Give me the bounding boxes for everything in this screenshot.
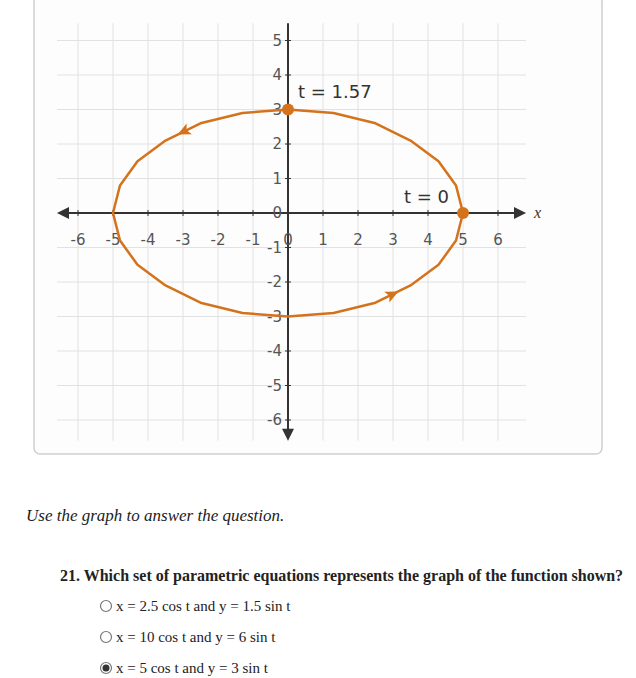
grid-line-y: [57, 75, 526, 76]
grid-line-y: [57, 178, 526, 179]
x-tick-label: -3: [176, 231, 191, 249]
y-tick-label: -5: [267, 377, 282, 395]
y-tick: [285, 385, 291, 386]
y-tick: [285, 420, 291, 421]
y-tick-label: 2: [272, 135, 282, 153]
radio-button[interactable]: [101, 601, 112, 612]
axes: x-6-5-4-3-2-10123456-6-5-4-3-2-1012345: [57, 23, 541, 440]
y-tick-label: -4: [267, 342, 282, 360]
x-tick-label: 3: [388, 231, 398, 249]
x-tick: [148, 210, 149, 216]
grid-line-y: [57, 282, 526, 283]
x-tick: [393, 210, 394, 216]
instruction: Use the graph to answer the question.: [26, 506, 284, 525]
y-tick-label: -2: [267, 273, 282, 291]
y-tick: [285, 213, 291, 214]
annotation-label: t = 1.57: [298, 81, 372, 102]
annotation-label: t = 0: [404, 186, 449, 207]
x-tick: [253, 210, 254, 216]
x-axis-arrow: [514, 207, 526, 219]
radio-selected: [103, 665, 110, 672]
x-axis-label: x: [533, 204, 541, 221]
radio-button[interactable]: [101, 632, 112, 643]
x-axis-line: [65, 212, 518, 214]
option-label[interactable]: x = 5 cos t and y = 3 sin t: [116, 660, 269, 676]
grid-line-y: [57, 385, 526, 386]
annotation-point: [457, 207, 469, 219]
question: 21. Which set of parametric equations re…: [60, 567, 623, 585]
x-tick-label: 0: [283, 231, 293, 249]
graph-card: [34, 0, 602, 454]
grid: [57, 23, 526, 440]
x-tick-label: -1: [246, 231, 261, 249]
x-tick-label: 2: [353, 231, 363, 249]
y-tick-label: 1: [272, 170, 282, 188]
y-tick: [285, 40, 291, 41]
x-tick-label: -4: [141, 231, 156, 249]
y-axis-arrow: [282, 429, 294, 441]
grid-line-y: [57, 144, 526, 145]
x-tick: [358, 210, 359, 216]
grid-line-y: [57, 213, 526, 214]
y-tick-label: 4: [272, 66, 282, 84]
plot-area: [113, 110, 463, 317]
y-tick-label: 5: [272, 32, 282, 50]
x-tick: [218, 210, 219, 216]
y-tick: [285, 144, 291, 145]
x-tick-label: -6: [71, 231, 86, 249]
annotation-point: [282, 104, 294, 116]
x-tick: [323, 210, 324, 216]
y-tick-label: -1: [267, 239, 282, 257]
x-tick-label: -2: [211, 231, 226, 249]
y-tick: [285, 178, 291, 179]
x-tick-label: 1: [318, 231, 328, 249]
x-tick-label: 6: [493, 231, 503, 249]
grid-line-y: [57, 40, 526, 41]
y-tick: [285, 351, 291, 352]
x-tick: [428, 210, 429, 216]
x-tick: [78, 210, 79, 216]
direction-arrow: [175, 123, 192, 140]
y-axis-line: [287, 23, 289, 432]
option-label[interactable]: x = 10 cos t and y = 6 sin t: [116, 629, 276, 645]
radio-button[interactable]: [101, 663, 112, 674]
y-tick: [285, 75, 291, 76]
y-tick-label: 0: [272, 204, 282, 222]
x-tick-label: 4: [423, 231, 433, 249]
y-tick: [285, 282, 291, 283]
x-tick-label: 5: [458, 231, 468, 249]
grid-line-y: [57, 420, 526, 421]
x-tick: [498, 210, 499, 216]
grid-line-y: [57, 351, 526, 352]
x-tick: [183, 210, 184, 216]
annotations: t = 1.57 t = 0: [282, 81, 469, 220]
x-axis-arrow: [57, 207, 69, 219]
question-block: Use the graph to answer the question. 21.…: [26, 506, 623, 676]
y-tick: [285, 247, 291, 248]
curve: [113, 110, 463, 317]
direction-arrow: [384, 286, 401, 303]
page: x-6-5-4-3-2-10123456-6-5-4-3-2-1012345t …: [0, 0, 636, 678]
option-label[interactable]: x = 2.5 cos t and y = 1.5 sin t: [116, 598, 291, 614]
y-tick-label: -6: [267, 411, 282, 429]
